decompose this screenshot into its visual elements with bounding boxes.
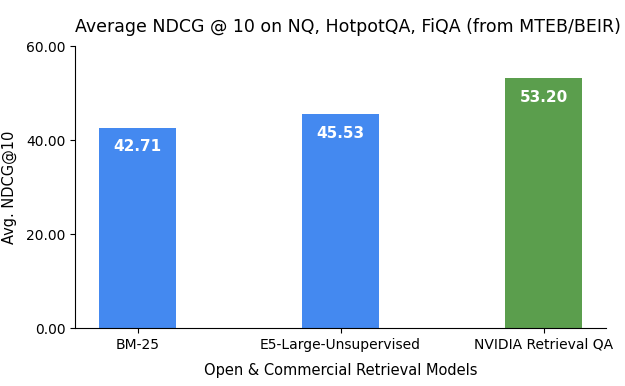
- Text: 53.20: 53.20: [519, 90, 568, 105]
- Y-axis label: Avg. NDCG@10: Avg. NDCG@10: [2, 130, 18, 244]
- Bar: [99, 127, 176, 328]
- Text: Average NDCG @ 10 on NQ, HotpotQA, FiQA (from MTEB/BEIR)  & TechQA datasets: Average NDCG @ 10 on NQ, HotpotQA, FiQA …: [75, 19, 625, 36]
- Bar: [302, 114, 379, 328]
- Bar: [505, 78, 582, 328]
- Text: 45.53: 45.53: [316, 126, 364, 141]
- X-axis label: Open & Commercial Retrieval Models: Open & Commercial Retrieval Models: [204, 363, 478, 378]
- Text: 42.71: 42.71: [114, 139, 162, 154]
